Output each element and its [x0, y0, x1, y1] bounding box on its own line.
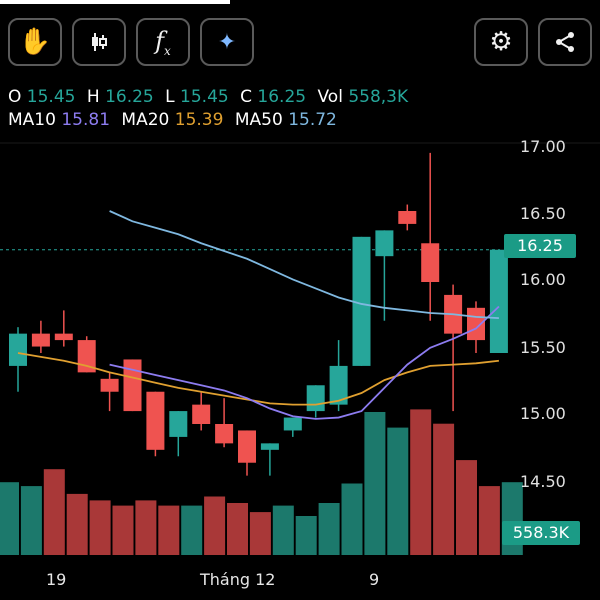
gear-icon: ⚙ [489, 27, 513, 57]
volume-label: Vol [317, 87, 343, 107]
candle-body [352, 236, 371, 366]
chart-toolbar: ✋ fx ✦ ⚙ [0, 16, 600, 70]
low-label: L [165, 87, 175, 107]
price-tick-6: 14.50 [520, 472, 566, 491]
candle-body [306, 385, 325, 412]
hand-icon: ✋ [18, 27, 52, 57]
ma20-value: 15.39 [174, 110, 224, 130]
ma10-label: MA10 [8, 110, 56, 130]
price-tick-2: 16.50 [520, 204, 566, 223]
volume-bar [318, 503, 340, 555]
indicators-button[interactable]: fx [136, 18, 190, 66]
volume-bar [181, 505, 203, 555]
volume-bar [43, 469, 65, 555]
volume-bar [227, 503, 248, 555]
volume-bar [364, 412, 386, 555]
x-label-9: 9 [369, 570, 380, 589]
volume-bar [204, 496, 226, 555]
candle-body [123, 359, 142, 412]
close-value: 16.25 [257, 87, 307, 107]
ma10-line [109, 305, 500, 420]
price-tick-3: 16.00 [520, 270, 566, 289]
candle-body [375, 230, 394, 257]
candlestick-icon [92, 33, 107, 51]
volume-bar [135, 500, 157, 555]
candle-body [421, 243, 440, 282]
ma50-line [109, 210, 499, 320]
volume-bar [341, 483, 363, 555]
volume-bar [89, 500, 111, 555]
ma50-value: 15.72 [288, 110, 337, 130]
ma20-label: MA20 [121, 110, 170, 130]
settings-button[interactable]: ⚙ [474, 18, 528, 66]
volume-bar [478, 486, 500, 555]
high-label: H [86, 87, 100, 107]
volume-tag: 558.3K [502, 521, 580, 545]
volume-bar [387, 427, 409, 555]
candle-body [467, 307, 485, 341]
ma10-value: 15.81 [61, 110, 111, 130]
loading-progress-bar [0, 0, 230, 4]
open-label: O [8, 87, 22, 107]
magic-draw-icon: ✦ [217, 29, 237, 55]
moving-average-readout: MA10 15.81 MA20 15.39 MA50 15.72 [8, 109, 337, 131]
volume-bar [272, 505, 294, 555]
hand-tool-button[interactable]: ✋ [8, 18, 62, 66]
open-value: 15.45 [26, 87, 76, 107]
chart-type-button[interactable] [72, 18, 126, 66]
volume-bar [66, 493, 88, 555]
function-icon: fx [155, 26, 171, 58]
volume-bar [249, 512, 271, 555]
price-tick-5: 15.00 [520, 404, 566, 423]
x-label-month: Tháng 12 [200, 570, 276, 589]
volume-bar [295, 516, 317, 555]
price-tick-4: 15.50 [520, 338, 566, 357]
volume-bar [456, 460, 477, 555]
volume-bar [410, 409, 432, 555]
candle-body [260, 443, 279, 450]
current-price-tag: 16.25 [504, 234, 576, 258]
candle-body [54, 333, 73, 341]
candle-body [169, 411, 188, 437]
volume-bar [0, 482, 19, 555]
price-tick-1: 17.00 [520, 137, 566, 156]
candle-body [9, 333, 27, 366]
volume-bar [20, 486, 42, 555]
high-value: 16.25 [105, 87, 154, 107]
candle-body [146, 391, 165, 450]
share-icon [556, 32, 574, 52]
volume-bar [433, 423, 455, 555]
low-value: 15.45 [180, 87, 229, 107]
ma50-label: MA50 [234, 110, 283, 130]
candle-body [398, 211, 417, 224]
volume-bar [158, 505, 180, 555]
drawing-tools-button[interactable]: ✦ [200, 18, 254, 66]
volume-bar [112, 505, 134, 555]
ma20-line [17, 352, 500, 406]
candle-body [192, 404, 211, 424]
candle-body [329, 365, 348, 405]
candle-body [238, 430, 256, 463]
share-button[interactable] [538, 18, 592, 66]
candle-body [283, 417, 302, 431]
candle-body [31, 333, 50, 347]
candle-body [489, 249, 508, 353]
x-label-19: 19 [46, 570, 67, 589]
candle-body [215, 424, 234, 444]
candle-body [100, 378, 119, 392]
volume-value: 558,3K [348, 87, 409, 107]
ohlc-readout: O 15.45 H 16.25 L 15.45 C 16.25 Vol 558,… [8, 86, 408, 108]
close-label: C [240, 87, 252, 107]
